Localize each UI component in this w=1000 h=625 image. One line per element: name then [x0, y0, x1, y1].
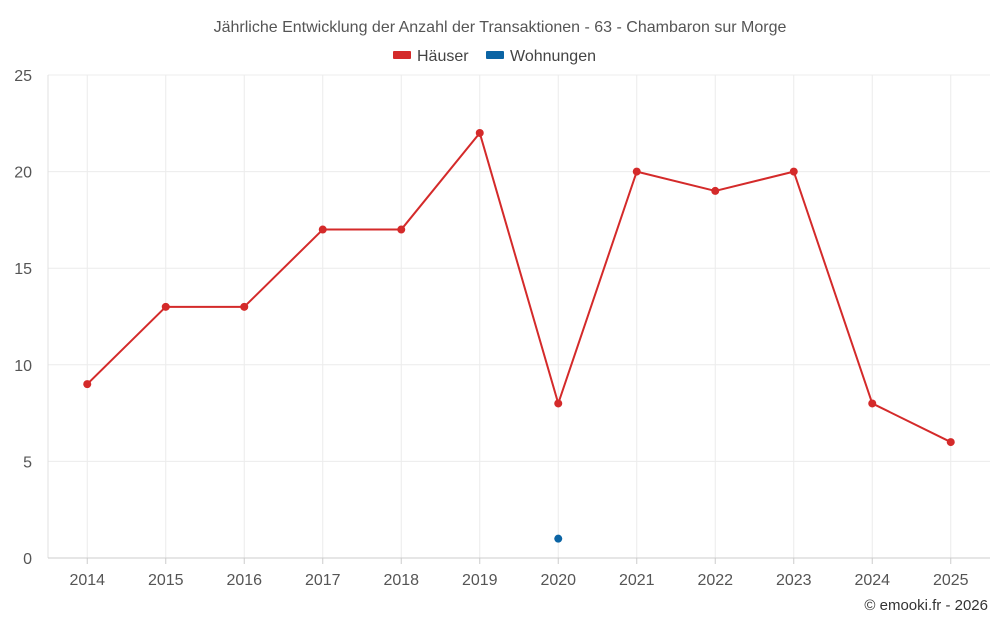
x-tick-label: 2021: [619, 572, 655, 589]
data-point-haeuser[interactable]: [83, 380, 92, 389]
x-tick-label: 2025: [933, 572, 969, 589]
x-tick-label: 2023: [776, 572, 812, 589]
x-tick-label: 2015: [148, 572, 184, 589]
y-tick-label: 5: [23, 454, 32, 471]
legend-label-haeuser[interactable]: Häuser: [417, 48, 469, 65]
data-point-haeuser[interactable]: [946, 438, 955, 447]
series-line-haeuser: [86, 131, 952, 443]
data-point-haeuser[interactable]: [161, 302, 170, 311]
series: [83, 128, 955, 543]
data-point-haeuser[interactable]: [318, 225, 327, 234]
data-point-haeuser[interactable]: [711, 186, 720, 195]
legend-swatch-wohnungen: [486, 51, 504, 59]
y-tick-label: 25: [14, 68, 32, 85]
data-point-wohnungen[interactable]: [554, 534, 563, 543]
x-tick-label: 2020: [540, 572, 576, 589]
data-point-haeuser[interactable]: [240, 302, 249, 311]
data-point-haeuser[interactable]: [868, 399, 877, 408]
y-tick-label: 10: [14, 358, 32, 375]
data-point-haeuser[interactable]: [632, 167, 641, 176]
x-tick-label: 2022: [697, 572, 733, 589]
x-tick-label: 2016: [226, 572, 262, 589]
legend-swatch-haeuser: [393, 51, 411, 59]
legend-label-wohnungen[interactable]: Wohnungen: [510, 48, 596, 65]
x-tick-label: 2024: [854, 572, 890, 589]
data-point-haeuser[interactable]: [475, 128, 484, 137]
y-tick-label: 20: [14, 165, 32, 182]
legend: Häuser Wohnungen: [393, 48, 596, 65]
data-point-haeuser[interactable]: [554, 399, 563, 408]
grid: [48, 74, 990, 559]
y-tick-label: 0: [23, 551, 32, 568]
data-point-haeuser[interactable]: [397, 225, 406, 234]
x-tick-label: 2014: [69, 572, 105, 589]
credit-text: © emooki.fr - 2026: [864, 597, 988, 614]
y-tick-label: 15: [14, 261, 32, 278]
x-tick-label: 2017: [305, 572, 341, 589]
chart-title: Jährliche Entwicklung der Anzahl der Tra…: [214, 19, 787, 36]
data-point-haeuser[interactable]: [789, 167, 798, 176]
x-tick-label: 2019: [462, 572, 498, 589]
x-tick-label: 2018: [383, 572, 419, 589]
